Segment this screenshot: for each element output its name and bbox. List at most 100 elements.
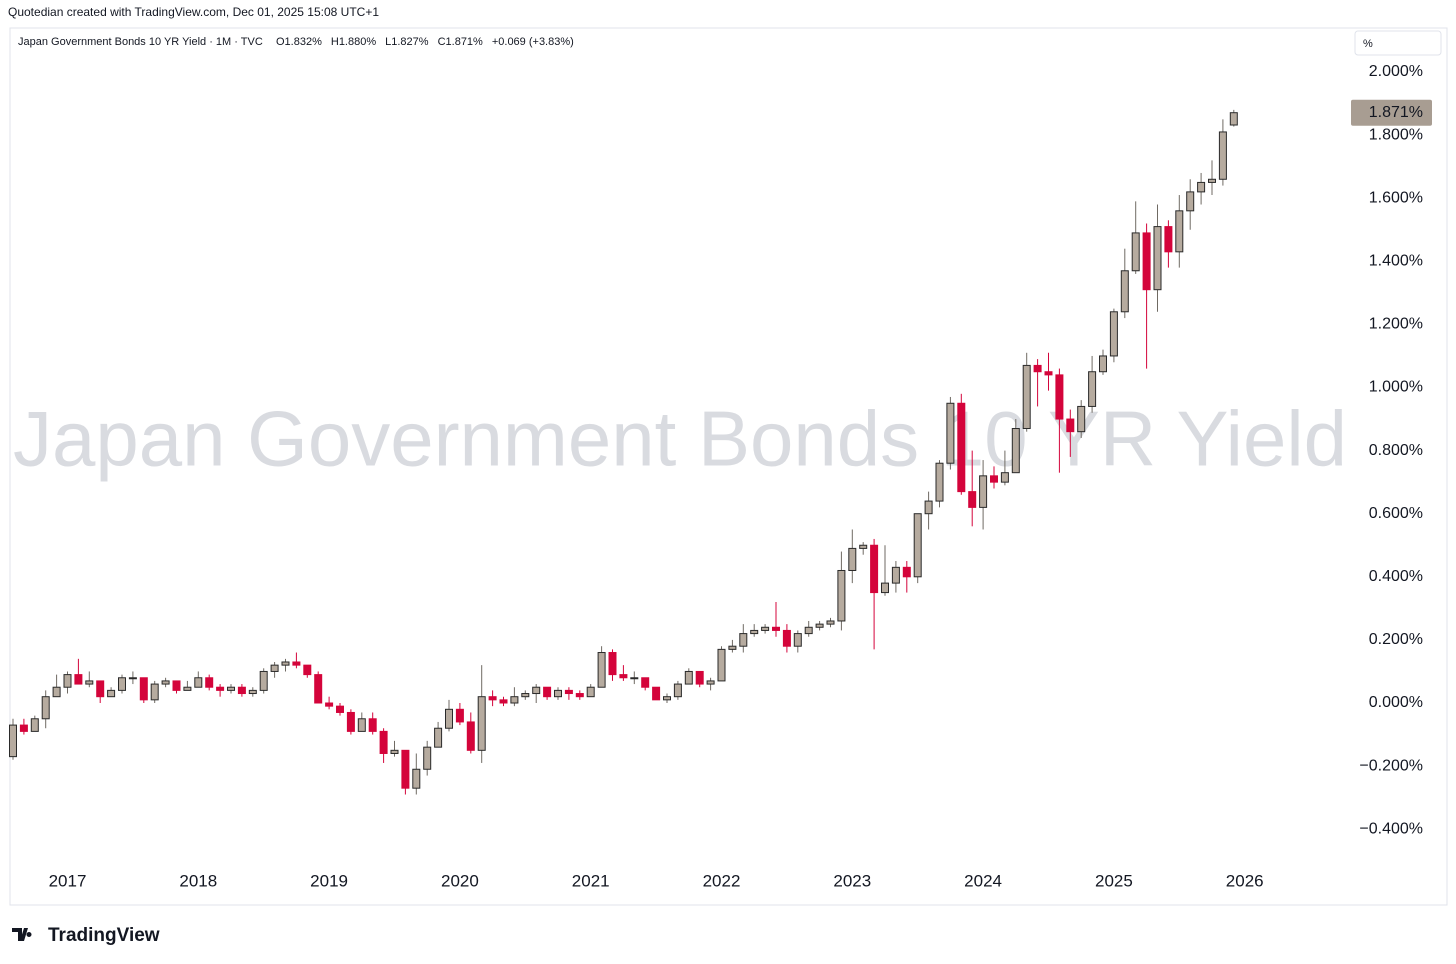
ohlc-value: L1.827% xyxy=(385,36,429,48)
candle-body xyxy=(848,547,857,571)
candle-body xyxy=(325,702,334,707)
candle-body xyxy=(216,686,225,691)
candle-body xyxy=(74,674,83,685)
candle-body xyxy=(772,626,780,631)
x-tick-label: 2020 xyxy=(441,871,479,890)
candle-body xyxy=(804,626,813,635)
y-tick-label: 1.600% xyxy=(1369,189,1423,206)
candle-body xyxy=(314,674,323,704)
candle-body xyxy=(423,746,432,770)
candle-body xyxy=(1022,364,1031,430)
candle-body xyxy=(1109,311,1118,357)
candle-body xyxy=(913,513,922,578)
candle-body xyxy=(586,686,595,698)
header: Quotedian created with TradingView.com, … xyxy=(8,5,379,19)
candle-body xyxy=(96,680,105,698)
candle-body xyxy=(532,686,541,695)
candle-body xyxy=(248,689,257,695)
candle-body xyxy=(1218,131,1227,180)
candle-body xyxy=(793,633,802,647)
candle-body xyxy=(575,693,584,698)
candle-body xyxy=(477,696,486,751)
x-tick-label: 2019 xyxy=(310,871,348,890)
ohlc-value: O1.832% xyxy=(276,36,322,48)
candle-body xyxy=(946,402,955,464)
candle-body xyxy=(1208,178,1216,183)
candle-body xyxy=(445,708,453,729)
candle-body xyxy=(41,696,50,720)
candle-body xyxy=(826,620,835,625)
candle-body xyxy=(30,718,39,732)
candle-body xyxy=(1077,405,1086,433)
candle-body xyxy=(488,696,497,701)
candle-body xyxy=(957,402,966,493)
candle-body xyxy=(150,683,159,701)
candle-body xyxy=(979,475,988,508)
candle-body xyxy=(521,693,530,698)
ohlc-value: +0.069 (+3.83%) xyxy=(492,36,574,48)
candle-body xyxy=(1131,232,1140,272)
y-tick-label: 0.400% xyxy=(1369,568,1423,585)
x-tick-label: 2023 xyxy=(833,871,871,890)
candle-body xyxy=(368,718,377,732)
candle-body xyxy=(739,633,748,647)
candle-body xyxy=(107,689,116,698)
unit-button-label[interactable]: % xyxy=(1363,38,1373,50)
candle-body xyxy=(1088,371,1097,407)
candle-body xyxy=(630,677,639,680)
candle-body xyxy=(1229,112,1238,126)
ohlc-value: C1.871% xyxy=(438,36,483,48)
logo-icon xyxy=(12,928,32,941)
candle-body xyxy=(303,664,312,676)
candle-body xyxy=(1175,210,1184,253)
candle-body xyxy=(434,727,443,748)
candle-body xyxy=(859,544,868,549)
candle-body xyxy=(466,721,475,751)
candle-body xyxy=(183,686,192,691)
candle-body xyxy=(1153,226,1162,291)
candle-body xyxy=(990,475,998,483)
candle-body xyxy=(412,768,421,789)
candle-body xyxy=(641,677,650,688)
candle-body xyxy=(881,582,889,594)
candle-body xyxy=(554,689,562,698)
candle-body xyxy=(1099,355,1107,373)
last-price-tag xyxy=(1351,99,1432,126)
candle-body xyxy=(924,500,933,515)
candle-body xyxy=(1044,371,1053,376)
ohlc-legend: O1.832% H1.880% L1.827% C1.871% +0.069 (+3.8… xyxy=(276,36,574,48)
candle-body xyxy=(205,677,214,688)
candle-body xyxy=(608,652,617,676)
candle-body xyxy=(1066,418,1075,433)
unit-button[interactable] xyxy=(1354,30,1442,56)
candle-body xyxy=(728,645,737,650)
candle-body xyxy=(336,705,344,713)
candle-body xyxy=(292,661,301,666)
candle-body xyxy=(161,680,170,685)
candle-body xyxy=(499,699,508,704)
y-tick-label: −0.200% xyxy=(1359,757,1423,774)
x-tick-label: 2022 xyxy=(703,871,741,890)
candle-body xyxy=(761,626,770,631)
candle-body xyxy=(194,677,203,688)
candle-body xyxy=(128,677,137,680)
candle-body xyxy=(543,686,552,698)
x-tick-label: 2018 xyxy=(179,871,217,890)
y-tick-label: 0.600% xyxy=(1369,505,1423,522)
y-tick-label: 1.000% xyxy=(1369,379,1423,396)
y-tick-label: 0.800% xyxy=(1369,442,1423,459)
x-tick-label: 2017 xyxy=(49,871,87,890)
candle-body xyxy=(390,749,399,754)
candle-body xyxy=(1197,181,1206,193)
candle-body xyxy=(1142,232,1151,291)
candle-body xyxy=(259,670,268,691)
candle-body xyxy=(346,711,355,732)
candle-body xyxy=(564,689,573,695)
logo: TradingView xyxy=(12,925,160,946)
candle-body xyxy=(1186,191,1195,212)
candle-body xyxy=(684,670,693,685)
candle-body xyxy=(597,652,606,688)
candle-body xyxy=(357,718,366,732)
